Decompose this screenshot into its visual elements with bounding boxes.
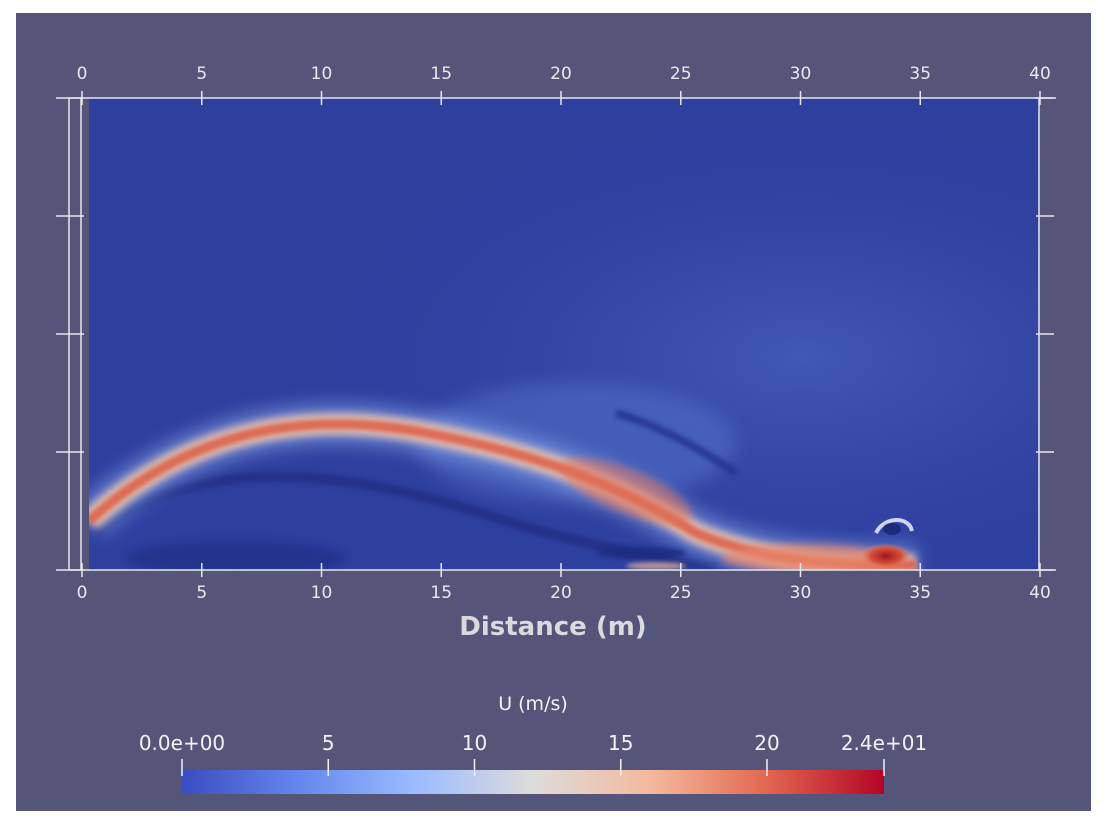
right-axis-ticks	[1036, 97, 1054, 571]
vortex-ring	[874, 518, 914, 535]
top-tick-label: 0	[77, 64, 88, 84]
top-tick-label: 30	[790, 64, 812, 84]
field-light-region	[416, 383, 736, 503]
wake-dark-spot	[596, 547, 686, 559]
x-axis-title: Distance (m)	[459, 612, 646, 642]
top-tick-label: 10	[311, 64, 333, 84]
impingement-zone	[721, 544, 891, 570]
bottom-tick-label: 35	[909, 583, 931, 603]
velocity-field	[89, 98, 1039, 570]
top-tick-label: 5	[196, 64, 207, 84]
jet-plume	[560, 457, 692, 525]
top-tick-label: 40	[1029, 64, 1051, 84]
field-dark-region	[126, 540, 346, 570]
top-tick-label: 20	[550, 64, 572, 84]
left-axis-ticks	[56, 97, 84, 571]
shear-band-upper	[614, 409, 739, 477]
colorbar-gradient	[182, 770, 884, 794]
bottom-tick-label: 20	[550, 583, 572, 603]
bottom-tick-label: 10	[311, 583, 333, 603]
bottom-tick-label: 40	[1029, 583, 1051, 603]
bottom-tick-label: 25	[670, 583, 692, 603]
colorbar: U (m/s) 0.0e+00 5 10 15 20 2.4e+01	[139, 693, 927, 794]
colorbar-label: 5	[322, 731, 335, 755]
bottom-tick-label: 30	[790, 583, 812, 603]
colorbar-label: 20	[754, 731, 779, 755]
colorbar-ticks: 0.0e+00 5 10 15 20 2.4e+01	[139, 731, 927, 776]
velocity-plot: 0 5 10 15 20 25 30 35 40 0 5 10 15 20 25 30 35 40 Distan…	[56, 64, 1056, 794]
bottom-axis: 0 5 10 15 20 25 30 35 40	[77, 563, 1051, 603]
colorbar-label: 2.4e+01	[841, 731, 927, 755]
colorbar-title: U (m/s)	[498, 693, 568, 715]
bottom-tick-label: 5	[196, 583, 207, 603]
colorbar-label: 0.0e+00	[139, 731, 225, 755]
peak-velocity-spot	[860, 543, 912, 569]
bottom-tick-label: 15	[430, 583, 452, 603]
top-tick-label: 25	[670, 64, 692, 84]
render-viewport[interactable]: 0 5 10 15 20 25 30 35 40 0 5 10 15 20 25 30 35 40 Distan…	[16, 13, 1091, 811]
top-tick-label: 15	[430, 64, 452, 84]
colorbar-label: 10	[462, 731, 487, 755]
colorbar-label: 15	[608, 731, 633, 755]
wake-light-spot	[626, 562, 686, 570]
vortex-core	[883, 523, 901, 535]
top-axis: 0 5 10 15 20 25 30 35 40	[77, 64, 1051, 105]
bottom-tick-label: 0	[77, 583, 88, 603]
top-tick-label: 35	[909, 64, 931, 84]
